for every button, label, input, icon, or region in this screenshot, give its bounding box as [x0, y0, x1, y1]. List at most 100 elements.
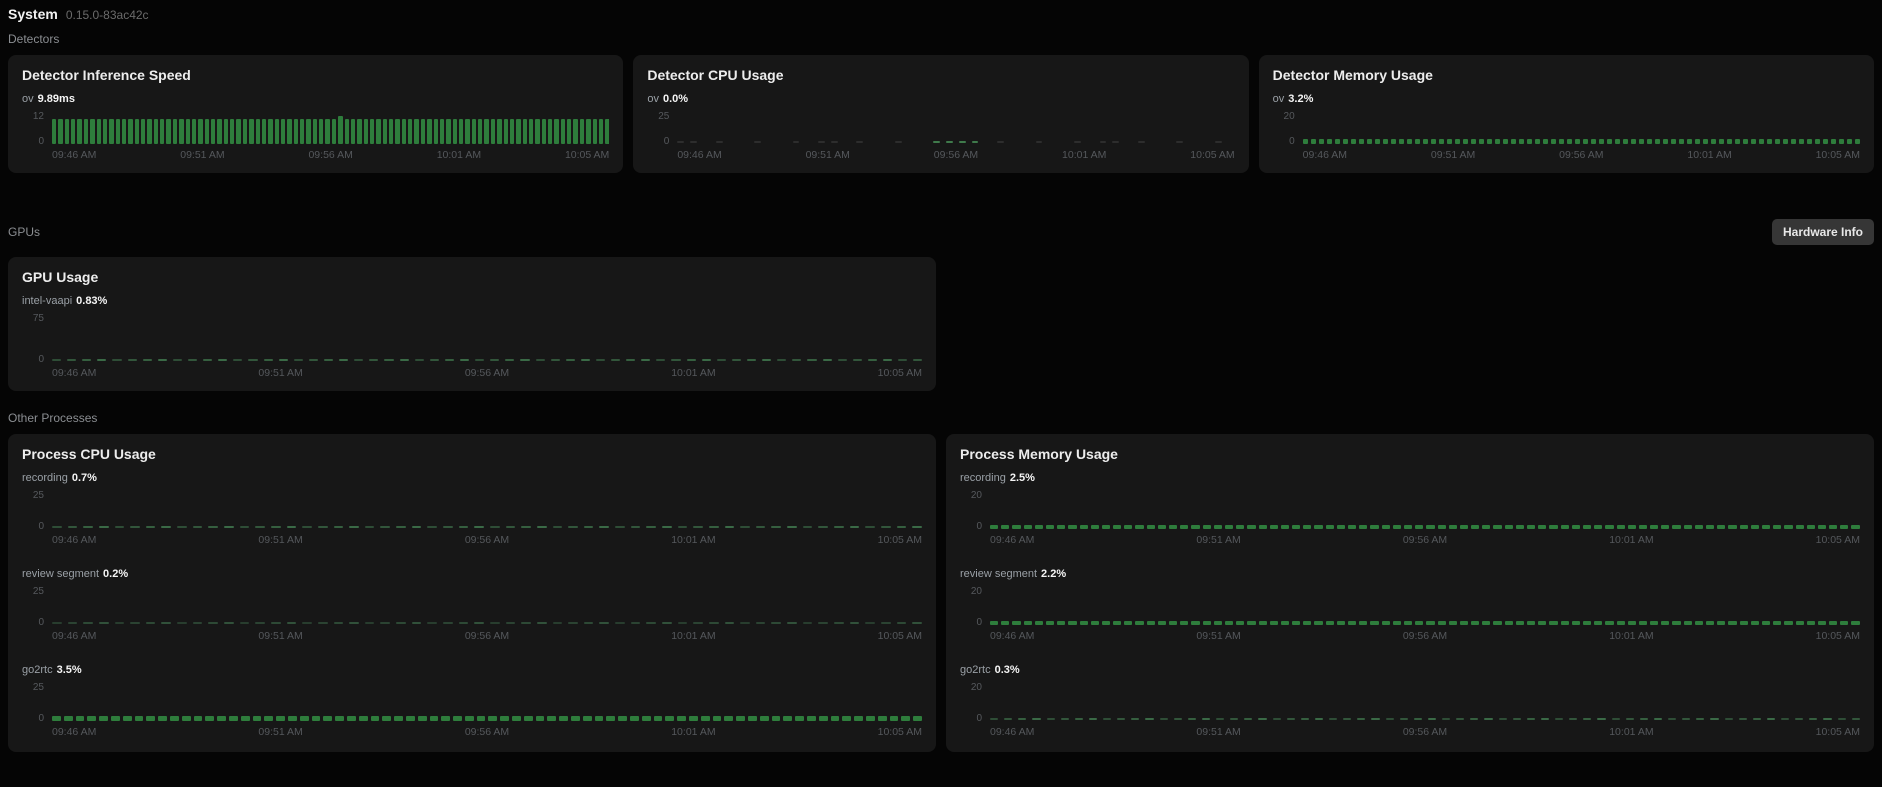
dash	[729, 141, 736, 143]
dash	[1738, 718, 1747, 720]
bar	[1124, 524, 1133, 529]
bar	[1846, 139, 1852, 144]
bar	[217, 119, 222, 144]
y-axis-tick: 0	[976, 713, 982, 724]
metric-name: review segment	[22, 568, 100, 580]
dash	[127, 359, 137, 361]
metric: ov 3.2%	[1273, 93, 1860, 105]
bar	[1686, 139, 1692, 144]
dash	[270, 526, 281, 528]
dash	[1484, 718, 1493, 720]
metric-value: 3.5%	[56, 664, 82, 676]
dash	[427, 622, 438, 624]
bar	[350, 119, 356, 144]
dash	[145, 526, 156, 528]
bar	[1795, 524, 1804, 529]
bar	[1482, 524, 1491, 529]
dash	[521, 622, 531, 624]
plot-area	[52, 589, 922, 625]
bar	[1068, 524, 1077, 529]
bar	[268, 119, 273, 144]
dash	[1189, 141, 1196, 143]
y-axis-tick: 20	[970, 490, 982, 501]
dash	[278, 359, 288, 361]
dash	[1781, 718, 1790, 720]
bar	[1851, 524, 1860, 529]
dash	[568, 622, 578, 624]
bar	[452, 119, 457, 144]
bar	[1224, 621, 1234, 625]
bar	[471, 119, 477, 144]
dash	[396, 622, 406, 624]
bar	[1706, 621, 1715, 625]
bar	[83, 119, 89, 144]
dash	[1187, 718, 1196, 720]
plot-area	[52, 493, 922, 529]
bar	[401, 119, 407, 144]
dash	[354, 359, 364, 361]
process-memory-card: Process Memory Usage recording 2.5% 20 0 09…	[946, 434, 1874, 752]
bar	[1515, 621, 1524, 625]
x-axis-tick: 10:01 AM	[1609, 630, 1654, 642]
bar	[311, 715, 321, 721]
bar	[913, 715, 922, 721]
dash	[740, 526, 750, 528]
bar	[363, 119, 368, 144]
bar	[319, 119, 324, 144]
y-axis: 25 0	[22, 490, 52, 532]
dash	[161, 526, 172, 528]
bar	[582, 715, 592, 721]
x-axis-tick: 10:05 AM	[877, 630, 922, 642]
bar	[389, 119, 394, 144]
plot-area	[52, 316, 922, 362]
x-axis-tick: 09:56 AM	[1402, 726, 1448, 738]
x-axis-tick: 10:05 AM	[1815, 149, 1860, 161]
dash	[536, 526, 547, 528]
bar	[122, 715, 132, 721]
dash	[671, 359, 681, 361]
bar	[1318, 139, 1324, 144]
bar	[1045, 524, 1055, 529]
bar	[541, 119, 547, 144]
bar	[1462, 139, 1468, 144]
dash	[894, 141, 902, 143]
y-axis-tick: 0	[976, 617, 982, 628]
x-axis-tick: 09:51 AM	[1196, 534, 1241, 546]
bar	[1348, 621, 1357, 625]
dash	[443, 622, 453, 624]
bar	[249, 119, 254, 144]
bar	[1582, 621, 1592, 625]
dash	[490, 359, 500, 361]
dash	[224, 622, 234, 624]
dash	[270, 622, 281, 624]
dash	[82, 359, 92, 361]
card-title: Detector Inference Speed	[22, 67, 191, 83]
bar	[395, 119, 400, 144]
hardware-info-button[interactable]: Hardware Info	[1771, 219, 1874, 245]
bar	[1726, 139, 1732, 144]
metric-value: 3.2%	[1288, 93, 1314, 105]
bar	[1470, 139, 1476, 144]
dash	[349, 622, 359, 624]
bar	[842, 715, 852, 721]
dash	[1173, 718, 1182, 720]
bar	[1728, 621, 1737, 625]
dash	[1258, 718, 1267, 720]
dash	[145, 622, 156, 624]
bar	[1829, 524, 1838, 529]
bar	[586, 119, 591, 144]
x-axis: 09:46 AM 09:51 AM 09:56 AM 10:01 AM 10:05 AM	[52, 149, 609, 161]
bar	[1471, 621, 1480, 625]
dash	[849, 622, 860, 624]
bar	[592, 119, 597, 144]
dash	[1272, 718, 1281, 720]
bar	[217, 715, 226, 721]
x-axis: 09:46 AM 09:51 AM 09:56 AM 10:01 AM 10:05 AM	[52, 367, 922, 379]
dash	[1228, 141, 1235, 143]
metric: ov 0.0%	[647, 93, 1234, 105]
bar	[134, 715, 144, 721]
bar	[1180, 621, 1189, 625]
bar	[547, 715, 557, 721]
bar	[280, 119, 286, 144]
dash	[1526, 718, 1535, 720]
